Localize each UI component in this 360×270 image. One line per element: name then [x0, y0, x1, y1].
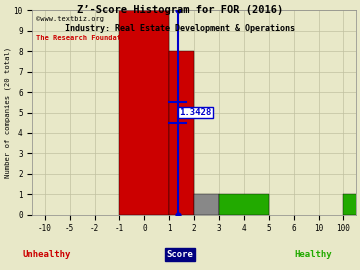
Text: 1.3428: 1.3428: [179, 108, 211, 117]
Bar: [194, 194, 219, 215]
Text: Industry: Real Estate Development & Operations: Industry: Real Estate Development & Oper…: [65, 24, 295, 33]
Text: Z’-Score Histogram for FOR (2016): Z’-Score Histogram for FOR (2016): [77, 5, 283, 15]
Text: Unhealthy: Unhealthy: [23, 250, 71, 259]
Bar: [120, 10, 169, 215]
Text: The Research Foundation of SUNY: The Research Foundation of SUNY: [36, 35, 167, 41]
Y-axis label: Number of companies (20 total): Number of companies (20 total): [4, 47, 11, 178]
Bar: [169, 51, 194, 215]
Text: Score: Score: [167, 250, 193, 259]
Text: Healthy: Healthy: [294, 250, 332, 259]
Bar: [219, 194, 269, 215]
Text: ©www.textbiz.org: ©www.textbiz.org: [36, 16, 104, 22]
Bar: [343, 194, 360, 215]
